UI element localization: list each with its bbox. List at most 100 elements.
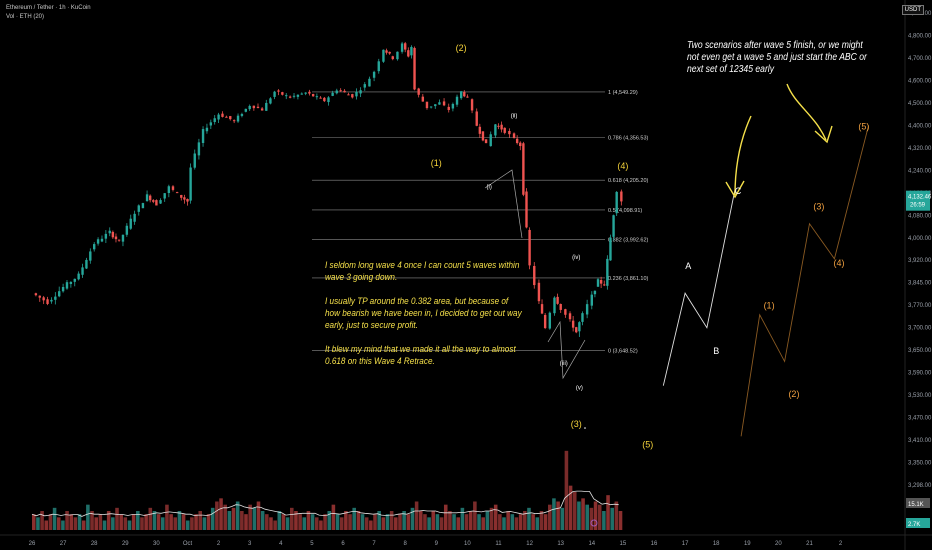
candle-body [385, 50, 388, 53]
candle-body [519, 142, 522, 147]
x-tick-label: 6 [341, 541, 345, 547]
candle-body [568, 313, 572, 320]
volume-bar [577, 501, 581, 530]
y-tick-label: 3,530.00 [908, 393, 932, 399]
x-tick-label: 2 [839, 541, 843, 547]
candle-body [304, 92, 307, 94]
volume-bar [65, 511, 69, 530]
candle-body [413, 47, 416, 90]
candle-body [459, 91, 463, 99]
candle-body [256, 106, 260, 108]
volume-bar [464, 514, 469, 530]
candle-body [368, 78, 371, 87]
candle-body [478, 126, 482, 134]
candle-body [104, 233, 108, 239]
volume-indicator-label[interactable]: Vol · ETH (20) [6, 14, 45, 20]
currency-badge[interactable]: USDT [901, 5, 924, 15]
volume-bar [169, 514, 173, 530]
candle-body [396, 51, 399, 60]
event-icon [590, 519, 598, 527]
candle-body [556, 296, 559, 304]
candle-body [117, 239, 121, 241]
candle-body [438, 102, 441, 105]
wave-label: B [713, 346, 719, 356]
candle-body [391, 56, 394, 60]
x-tick-label: 29 [122, 541, 129, 547]
candle-body [475, 111, 478, 126]
y-tick-label: 4,500.00 [908, 101, 932, 107]
candle-body [323, 97, 326, 102]
x-tick-label: 21 [806, 541, 813, 547]
subwave-line [547, 320, 586, 380]
volume-bar [389, 511, 394, 530]
x-tick-label: 20 [775, 541, 782, 547]
candle-body [145, 194, 149, 202]
candle-body [163, 193, 166, 199]
projection-paths [484, 125, 870, 437]
volume-bar [473, 501, 477, 530]
y-tick-label: 3,920.00 [908, 258, 932, 264]
candle-body [58, 291, 61, 297]
volume-bar [32, 514, 36, 530]
arrow-down-left [734, 115, 752, 196]
volume-bar [493, 504, 498, 530]
candle-body [410, 46, 413, 56]
candle-body [525, 191, 528, 228]
wave-label: A [685, 261, 691, 271]
symbol-title[interactable]: Ethereum / Tether · 1h · KuCoin [6, 5, 91, 11]
volume-bar [319, 520, 323, 530]
candle-body [497, 125, 500, 127]
candle-body [581, 313, 584, 322]
candle-body [434, 104, 437, 107]
candle-body [252, 105, 256, 109]
volume-bar [373, 514, 377, 530]
volume-bar [510, 514, 515, 530]
wave-label: (5) [642, 440, 653, 450]
candle-body [201, 129, 205, 143]
candle-body [308, 91, 311, 94]
volume-bar [356, 511, 361, 530]
volume-bar [489, 507, 494, 530]
volume-bar [48, 514, 53, 530]
candle-body [404, 43, 407, 50]
vol-badge [906, 518, 930, 528]
volume-bar [560, 507, 565, 530]
volume-bar [269, 517, 273, 530]
volume-bar [418, 511, 423, 530]
candle-body [335, 90, 338, 94]
wave-label: (i) [486, 185, 491, 191]
candle-body [512, 133, 516, 138]
fib-retracement[interactable]: 1 (4,549.29) 0.786 (4,356.53) 0.618 (4,205… [312, 90, 649, 355]
arrow-head [725, 180, 745, 199]
volume-bar [531, 514, 535, 530]
volume-bar [285, 517, 290, 530]
wave-label: (v) [576, 385, 583, 391]
candle-body [205, 127, 209, 132]
volume-bar [377, 511, 381, 530]
volume-bar [556, 501, 560, 530]
candle-body [612, 215, 615, 237]
time-axis[interactable]: 26 27 28 29 30 Oct 2 3 4 5 6 7 8 9 10 11 12 13 14 15 16 17 18 1… [0, 534, 932, 547]
volume-bar [148, 507, 153, 530]
volume-bar [144, 514, 148, 530]
candle-body [61, 286, 65, 292]
volume-bar [98, 514, 103, 530]
note-paragraph-1: I seldom long wave 4 once I can count 5 … [325, 260, 520, 283]
candle-body [540, 304, 544, 314]
candle-body [377, 61, 380, 72]
volume-bar [127, 520, 132, 530]
y-tick-label: 4,600.00 [908, 78, 932, 84]
volume-bar [597, 504, 602, 530]
candle-body [209, 122, 213, 126]
price-axis[interactable]: 4,900.004,800.004,700.004,600.004,500.00… [904, 0, 932, 550]
volume-bar [572, 492, 577, 530]
fib-level-label: 0.382 (3,992.62) [608, 238, 649, 244]
candle-body [363, 84, 366, 88]
candle-body [240, 114, 244, 116]
candle-body [232, 120, 236, 122]
volume-bar [552, 498, 556, 530]
x-tick-label: 3 [248, 541, 252, 547]
fib-level-label: 0.5 (4,098.91) [608, 208, 642, 214]
candle-body [311, 94, 315, 97]
